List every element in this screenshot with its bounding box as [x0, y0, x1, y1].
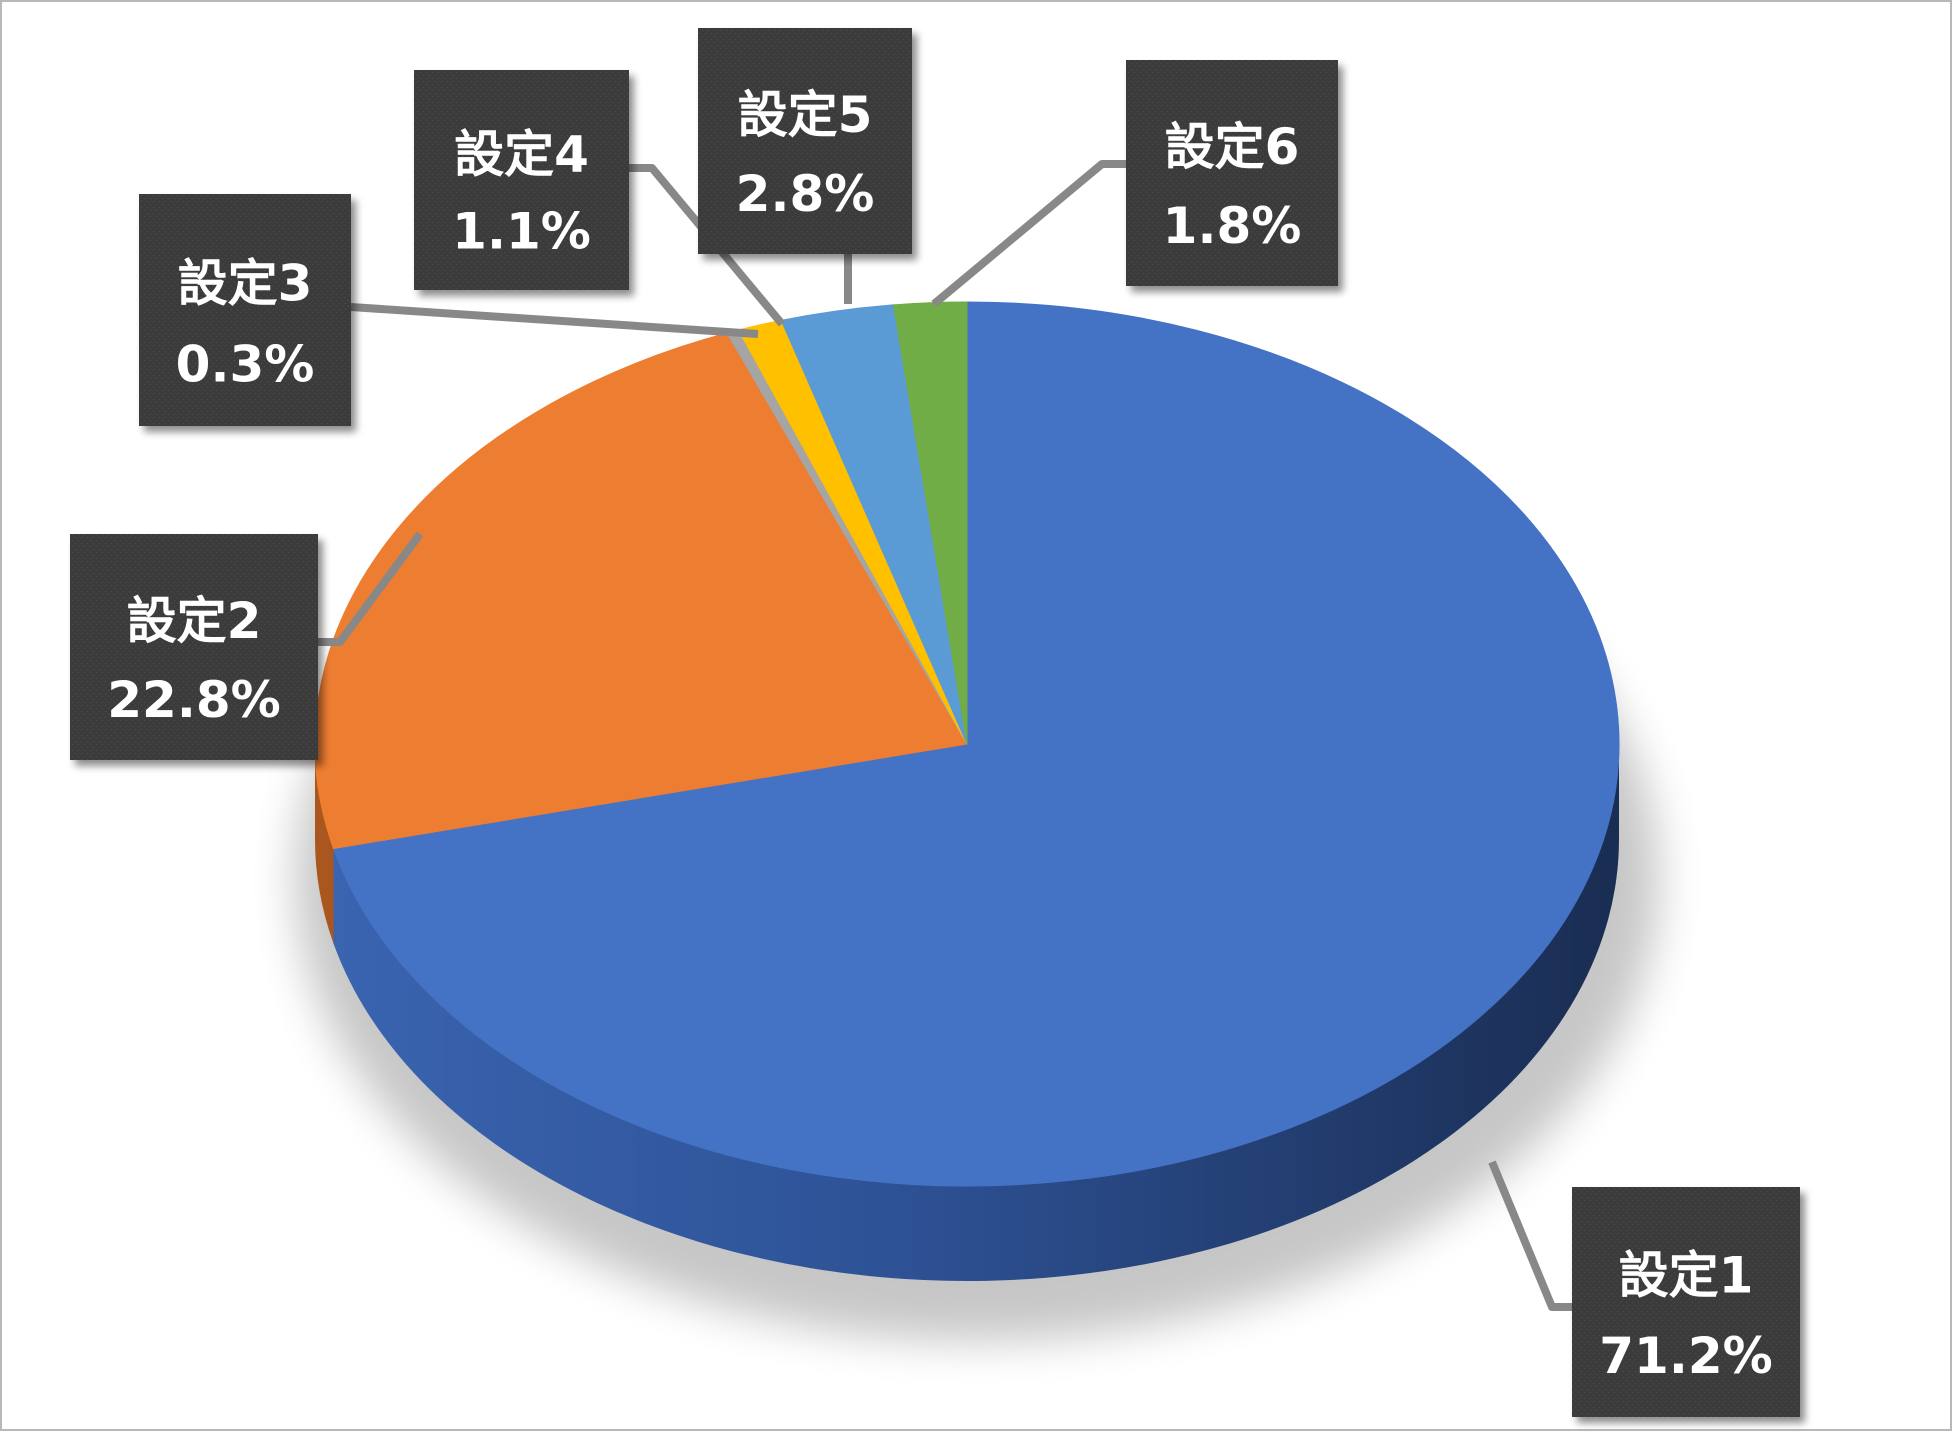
data-label-2: 設定2 22.8%: [70, 534, 318, 760]
leader-line-2: [318, 531, 424, 646]
slice-name-label: 設定6: [1165, 118, 1300, 176]
slice-value-label: 71.2%: [1599, 1327, 1772, 1385]
pie-side-1: [333, 744, 1620, 1281]
slice-name-label: 設定5: [738, 86, 873, 144]
data-label-box: [414, 70, 629, 290]
data-label-box: [1126, 60, 1338, 286]
pie-slice-6: [892, 301, 968, 745]
slice-value-label: 0.3%: [176, 336, 315, 394]
leader-line-3: [350, 303, 759, 338]
data-label-4: 設定4 1.1%: [414, 70, 629, 290]
data-label-6: 設定6 1.8%: [1126, 60, 1338, 286]
slice-value-label: 22.8%: [107, 671, 280, 729]
data-label-box: [698, 28, 912, 254]
data-label-5: 設定5 2.8%: [698, 28, 912, 254]
leader-line-6: [931, 160, 1126, 308]
data-label-1: 設定1 71.2%: [1572, 1187, 1800, 1417]
leader-line-4: [629, 164, 786, 327]
data-label-3: 設定3 0.3%: [139, 194, 351, 426]
slice-name-label: 設定2: [127, 592, 262, 650]
pie-slice-1: [332, 301, 1620, 1187]
slice-value-label: 1.8%: [1163, 197, 1302, 255]
data-label-box: [70, 534, 318, 760]
data-label-box: [139, 194, 351, 426]
pie-slice-2: [314, 332, 968, 850]
leader-line-1: [1488, 1160, 1572, 1311]
slice-name-label: 設定3: [178, 254, 313, 312]
slice-name-label: 設定1: [1619, 1247, 1754, 1305]
slice-name-label: 設定4: [454, 126, 589, 184]
slice-value-label: 2.8%: [736, 165, 875, 223]
pie-side-2: [315, 744, 334, 944]
slice-value-label: 1.1%: [452, 203, 591, 261]
data-label-box: [1572, 1187, 1800, 1417]
